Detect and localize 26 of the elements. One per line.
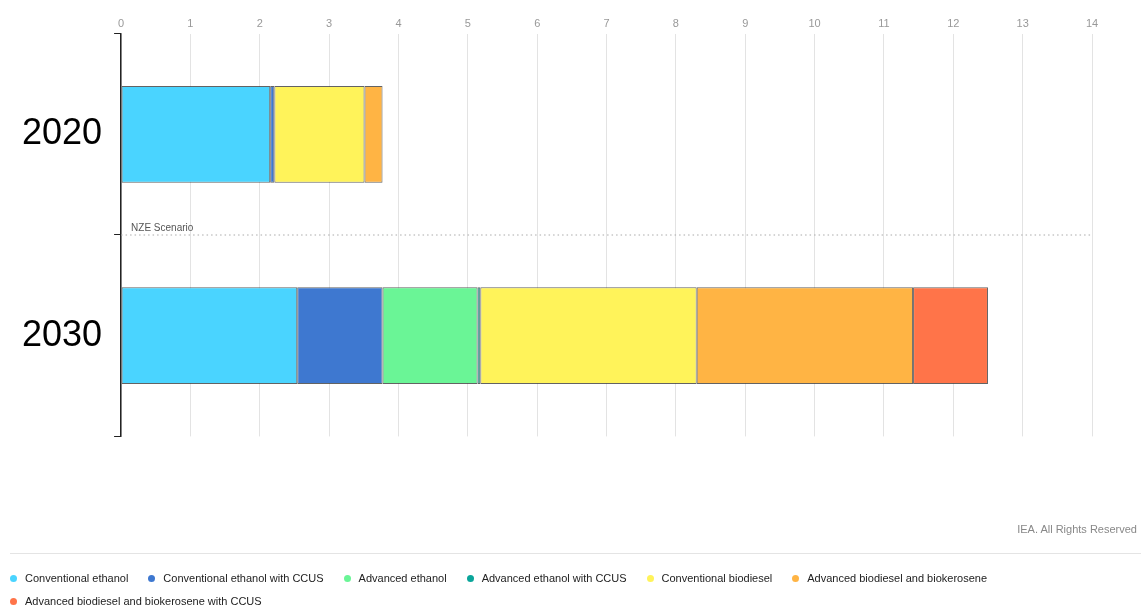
x-tick-label: 1 — [187, 17, 194, 30]
x-tick-label: 4 — [395, 17, 402, 30]
ref-line-label: NZE Scenario — [131, 221, 194, 233]
x-tick-label: 14 — [1085, 17, 1099, 30]
legend-label: Advanced ethanol with CCUS — [480, 571, 627, 586]
legend-label: Advanced ethanol — [357, 571, 447, 586]
y-tick-label: 2020 — [21, 111, 103, 153]
x-tick-label: 8 — [672, 17, 679, 30]
x-tick-label: 12 — [947, 17, 960, 30]
y-tick-label: 2030 — [21, 312, 103, 354]
x-tick-label: 6 — [534, 17, 541, 30]
x-tick-label: 7 — [603, 17, 610, 30]
legend-label: Advanced biodiesel and biokerosene with CCUS — [24, 594, 262, 607]
legend-label: Conventional biodiesel — [660, 571, 773, 586]
x-tick-label: 2 — [256, 17, 263, 30]
x-tick-label: 11 — [878, 17, 890, 30]
x-tick-label: 3 — [326, 17, 333, 30]
text: IEA. All Rights Reserved — [1017, 523, 1137, 535]
x-tick-label: 10 — [808, 17, 821, 30]
x-tick-label: 0 — [118, 17, 125, 30]
legend-label: Conventional ethanol — [24, 571, 129, 586]
legend-label: Conventional ethanol with CCUS — [162, 571, 324, 586]
legend-label: Advanced biodiesel and biokerosene — [806, 571, 988, 586]
x-tick-label: 9 — [742, 17, 749, 30]
x-tick-label: 5 — [464, 17, 471, 30]
x-tick-label: 13 — [1016, 17, 1029, 30]
